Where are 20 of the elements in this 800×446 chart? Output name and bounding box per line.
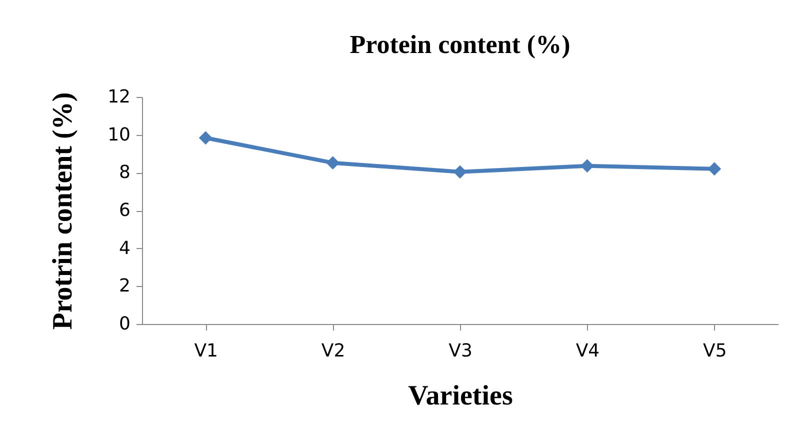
- y-tick-label: 0: [119, 314, 130, 334]
- x-tick-label: V5: [703, 340, 727, 362]
- y-axis-title: Protrin content (%): [48, 92, 79, 330]
- y-tick-label: 4: [119, 238, 130, 259]
- point: [453, 165, 467, 179]
- chart-title: Protein content (%): [350, 30, 570, 59]
- x-tick-label: V2: [321, 340, 346, 362]
- point: [326, 156, 340, 170]
- y-tick-label: 8: [119, 162, 130, 184]
- point: [708, 162, 722, 176]
- y-tick-label: 12: [108, 86, 130, 108]
- point: [580, 159, 594, 173]
- y-tick-label: 2: [119, 276, 130, 297]
- x-tick-label: V4: [576, 340, 600, 362]
- x-axis-title: Varieties: [408, 380, 513, 412]
- y-tick-label: 10: [108, 124, 130, 146]
- y-tick-label: 6: [119, 200, 130, 221]
- x-tick-label: V3: [448, 340, 472, 362]
- x-tick-label: V1: [194, 340, 218, 362]
- point: [198, 131, 212, 145]
